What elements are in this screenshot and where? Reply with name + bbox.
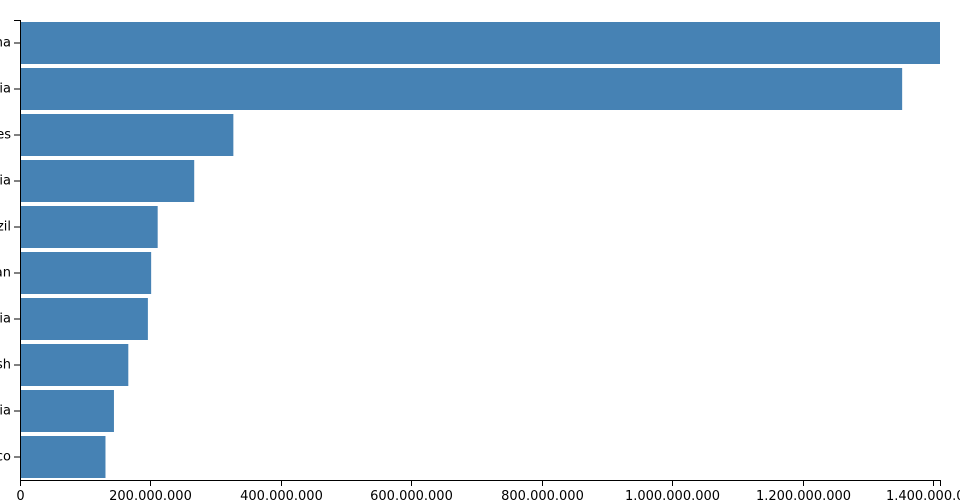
y-tick-label-7: sh (0, 358, 11, 373)
bar-5 (20, 252, 152, 294)
y-tick-label-8: ia (0, 404, 11, 419)
bar-1 (20, 68, 903, 110)
bar-2 (20, 114, 234, 156)
x-tick-label-3: 600.000.000 (370, 489, 453, 500)
y-axis: na ia es ia zil an ia sh ia co (0, 20, 21, 480)
x-tick-label-1: 200.000.000 (109, 489, 192, 500)
y-tick-label-2: es (0, 128, 11, 143)
y-tick-label-5: an (0, 266, 11, 281)
y-tick-label-4: zil (0, 220, 11, 235)
bars-layer (20, 22, 940, 478)
y-tick-label-3: ia (0, 174, 11, 189)
bar-9 (20, 436, 106, 478)
y-tick-label-0: na (0, 36, 11, 51)
y-tick-label-6: ia (0, 312, 11, 327)
bar-8 (20, 390, 114, 432)
x-tick-label-5: 1.000.000.000 (625, 489, 720, 500)
x-tick-label-0: 0 (16, 489, 24, 500)
bar-6 (20, 298, 148, 340)
bar-0 (20, 22, 940, 64)
x-tick-label-7: 1.400.000.000 (886, 489, 960, 500)
bar-4 (20, 206, 158, 248)
y-tick-label-9: co (0, 450, 11, 465)
x-tick-label-4: 800.000.000 (501, 489, 584, 500)
y-tick-label-1: ia (0, 82, 11, 97)
bar-3 (20, 160, 195, 202)
bar-7 (20, 344, 129, 386)
x-tick-label-6: 1.200.000.000 (756, 489, 851, 500)
x-tick-label-2: 400.000.000 (240, 489, 323, 500)
x-axis: 0 200.000.000 400.000.000 600.000.000 800.00… (16, 480, 960, 504)
